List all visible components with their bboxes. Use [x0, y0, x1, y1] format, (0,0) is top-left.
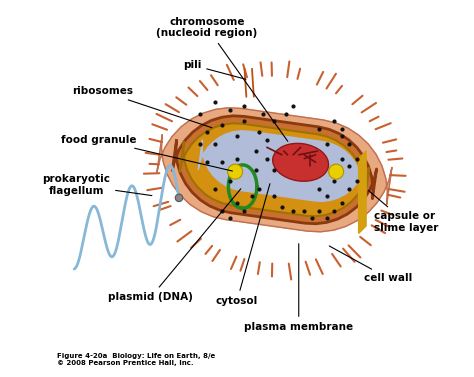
Text: cell wall: cell wall: [329, 246, 412, 283]
Text: ribosomes: ribosomes: [72, 86, 212, 128]
Text: cytosol: cytosol: [216, 184, 270, 306]
Circle shape: [175, 194, 183, 202]
Text: food granule: food granule: [61, 135, 232, 171]
Polygon shape: [359, 151, 366, 233]
Text: pili: pili: [183, 60, 246, 79]
Polygon shape: [157, 108, 392, 232]
Polygon shape: [180, 123, 369, 216]
Text: chromosome
(nucleoid region): chromosome (nucleoid region): [156, 17, 288, 141]
Polygon shape: [198, 131, 365, 201]
Text: plasmid (DNA): plasmid (DNA): [109, 189, 241, 302]
Text: prokaryotic
flagellum: prokaryotic flagellum: [42, 174, 152, 196]
Circle shape: [228, 164, 243, 179]
Circle shape: [328, 164, 344, 179]
Text: plasma membrane: plasma membrane: [244, 244, 353, 332]
Ellipse shape: [273, 143, 328, 181]
Text: capsule or
slime layer: capsule or slime layer: [368, 190, 438, 233]
Polygon shape: [172, 116, 376, 224]
Text: Figure 4-20a  Biology: Life on Earth, 8/e
© 2008 Pearson Prentice Hall, Inc.: Figure 4-20a Biology: Life on Earth, 8/e…: [57, 353, 216, 366]
